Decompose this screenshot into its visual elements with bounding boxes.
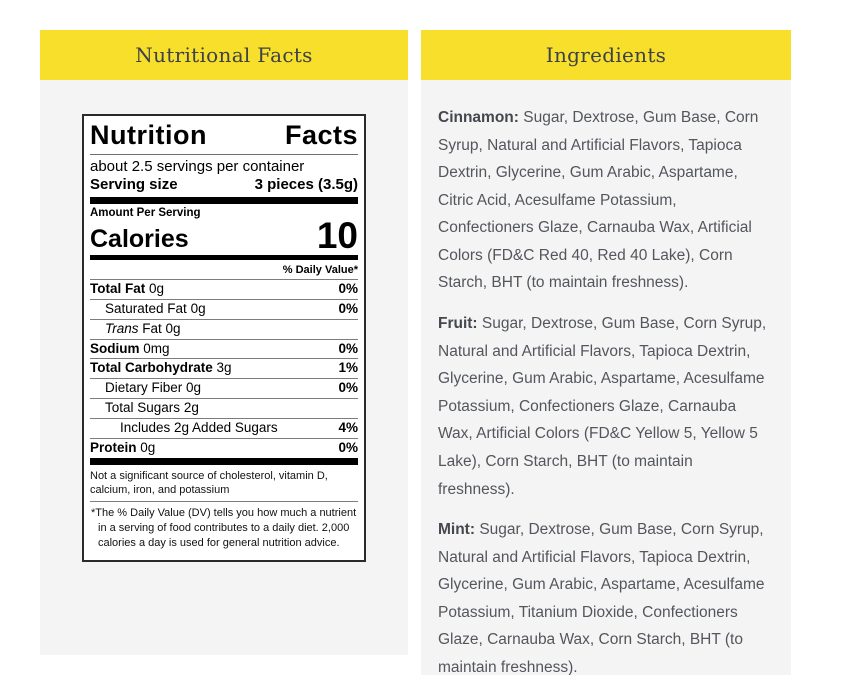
ingredient-paragraph: Mint: Sugar, Dextrose, Gum Base, Corn Sy…: [438, 521, 765, 675]
calories-label: Calories: [90, 224, 189, 253]
ingredient-paragraph: Cinnamon: Sugar, Dextrose, Gum Base, Cor…: [438, 109, 759, 292]
amount-per-serving-label: Amount Per Serving: [90, 206, 201, 219]
divider-thick: [90, 196, 358, 204]
flavor-name: Fruit:: [438, 315, 478, 333]
nutrient-name-amount: Total Fat 0g: [90, 280, 165, 296]
nutrient-row: Saturated Fat 0g 0%: [90, 298, 358, 319]
footnote-daily-value: *The % Daily Value (DV) tells you how mu…: [90, 501, 358, 553]
nutrient-daily-value: 0%: [338, 439, 358, 455]
nutrient-name-amount: Total Sugars 2g: [105, 400, 199, 416]
serving-size-value: 3 pieces (3.5g): [254, 175, 358, 193]
nutrient-name-amount: Saturated Fat 0g: [105, 300, 206, 316]
nutrient-row: Trans Fat 0g: [90, 318, 358, 339]
nutrient-row: Dietary Fiber 0g 0%: [90, 378, 358, 398]
nutrient-row: Sodium 0mg 0%: [90, 338, 358, 359]
nutrition-label-title: Nutrition Facts: [90, 120, 358, 155]
nutrient-daily-value: 0%: [338, 340, 358, 356]
nutritional-facts-panel: Nutritional Facts Nutrition Facts about …: [40, 30, 408, 675]
serving-size-label: Serving size: [90, 175, 178, 193]
nutrient-name-amount: Dietary Fiber 0g: [105, 380, 202, 396]
nutritional-facts-body: Nutrition Facts about 2.5 servings per c…: [40, 80, 408, 655]
nutrient-rows: Total Fat 0g 0% Saturated Fat 0g 0% Trans Fa…: [90, 278, 358, 458]
nutrient-row: Total Fat 0g 0%: [90, 278, 358, 299]
nutrient-name-amount: Protein 0g: [90, 439, 156, 455]
ingredient-paragraph: Fruit: Sugar, Dextrose, Gum Base, Corn S…: [438, 315, 767, 498]
ingredients-header: Ingredients: [421, 30, 791, 80]
divider-thick-bottom: [90, 457, 358, 465]
divider-medium: [90, 254, 358, 260]
nutrient-daily-value: 0%: [338, 380, 358, 396]
nutrient-daily-value: 1%: [338, 360, 358, 376]
calories-row: Calories 10: [90, 214, 358, 256]
nutrient-name-amount: Includes 2g Added Sugars: [120, 419, 278, 435]
nutrient-daily-value: 0%: [338, 280, 358, 296]
nutrient-row: Includes 2g Added Sugars 4%: [90, 417, 358, 438]
ingredients-panel: Ingredients Cinnamon: Sugar, Dextrose, G…: [421, 30, 791, 675]
daily-value-header: % Daily Value*: [282, 263, 358, 276]
nutrient-daily-value: 0%: [338, 300, 358, 316]
flavor-name: Cinnamon:: [438, 109, 519, 126]
nutrient-row: Total Carbohydrate 3g 1%: [90, 358, 358, 378]
nutrient-row: Total Sugars 2g: [90, 398, 358, 418]
nutrition-label: Nutrition Facts about 2.5 servings per c…: [82, 114, 366, 562]
footnote-significant-source: Not a significant source of cholesterol,…: [90, 469, 328, 496]
nutrient-daily-value: 4%: [338, 419, 358, 435]
nutritional-facts-header: Nutritional Facts: [40, 30, 408, 80]
flavor-name: Mint:: [438, 521, 476, 539]
servings-per-container: about 2.5 servings per container: [90, 157, 305, 175]
calories-value: 10: [316, 214, 358, 256]
nutrient-row: Protein 0g 0%: [90, 437, 358, 458]
nutrient-name-amount: Total Carbohydrate 3g: [90, 360, 232, 376]
serving-size-row: Serving size 3 pieces (3.5g): [90, 176, 358, 197]
nutrient-name-amount: Sodium 0mg: [90, 340, 170, 356]
ingredients-body: Cinnamon: Sugar, Dextrose, Gum Base, Cor…: [421, 80, 791, 675]
nutrient-name-amount: Trans Fat 0g: [105, 320, 181, 336]
